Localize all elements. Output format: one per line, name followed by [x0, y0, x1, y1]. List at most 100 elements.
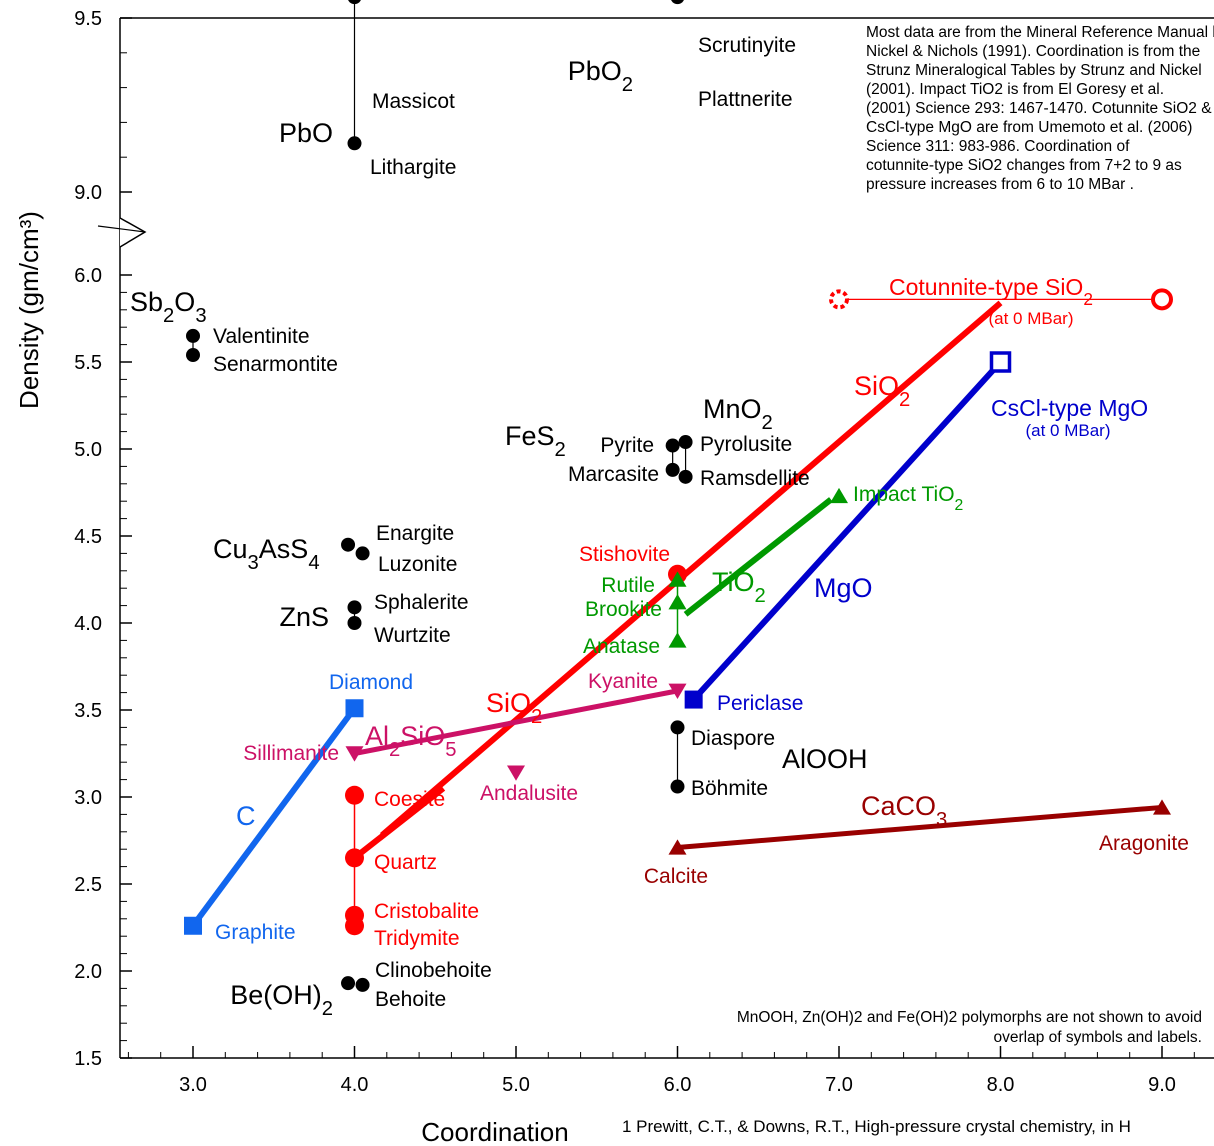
label-aragonite: Aragonite	[1099, 832, 1189, 855]
x-tick-label: 7.0	[825, 1074, 853, 1096]
x-tick-label: 5.0	[502, 1074, 530, 1096]
trend-line-al2sio5	[354, 688, 678, 756]
point-ramsdellite	[678, 469, 693, 484]
label-luzonite: Luzonite	[378, 553, 457, 576]
label-cotunnite-sub: (at 0 MBar)	[988, 309, 1073, 328]
label-scrutinyite: Scrutinyite	[698, 34, 796, 57]
label-senarmontite: Senarmontite	[213, 353, 338, 376]
x-tick-label: 4.0	[341, 1074, 369, 1096]
footnote: 1 Prewitt, C.T., & Downs, R.T., High-pre…	[622, 1117, 1131, 1136]
point-brookite	[668, 594, 687, 610]
label-andalusite: Andalusite	[480, 782, 578, 805]
label-mgo: MgO	[814, 573, 873, 603]
label-clinobehoite: Clinobehoite	[375, 959, 492, 982]
label-c: C	[236, 801, 256, 831]
point-b-hmite	[670, 779, 685, 794]
trend-lines	[190, 0, 1163, 928]
label-sio2-upper: SiO2	[854, 371, 910, 411]
y-tick-label: 5.0	[74, 439, 102, 461]
point-diamond	[345, 699, 364, 718]
point-quartz	[345, 848, 364, 868]
y-axis-label: Density (gm/cm³)	[14, 211, 44, 409]
point-coesite	[345, 785, 364, 805]
trend-line-tio2	[683, 497, 833, 617]
point-cotunnite-type-sio2	[1151, 288, 1173, 311]
point-behoite	[355, 977, 370, 992]
axis-break-gap	[110, 221, 119, 243]
point-calcite	[668, 839, 687, 855]
label-massicot: Massicot	[372, 90, 455, 113]
note-top: Most data are from the Mineral Reference…	[866, 24, 1214, 193]
label-mno2: MnO2	[703, 394, 773, 434]
point-cscl-type-mgo	[989, 351, 1012, 373]
x-tick-label: 3.0	[179, 1074, 207, 1096]
trend-line-caco3	[677, 804, 1163, 850]
x-axis-label: Coordination	[421, 1117, 568, 1146]
point-marcasite	[665, 462, 680, 477]
y-tick-label: 2.0	[74, 961, 102, 983]
trend-line-mgo	[691, 359, 1003, 702]
y-tick-label: 9.0	[74, 182, 102, 204]
y-tick-label: 1.5	[74, 1048, 102, 1070]
label-cotunnite-type-sio2: Cotunnite-type SiO2	[889, 274, 1093, 309]
label-enargite: Enargite	[376, 522, 454, 545]
axis-break-slash	[97, 225, 146, 233]
label-behoite: Behoite	[375, 988, 446, 1011]
data-marks	[184, 0, 1173, 992]
label-pyrolusite: Pyrolusite	[700, 433, 792, 456]
point-massicot	[348, 0, 361, 5]
label-periclase: Periclase	[717, 692, 803, 715]
point-kyanite	[668, 683, 687, 699]
label-cristobalite: Cristobalite	[374, 900, 479, 923]
label-wurtzite: Wurtzite	[374, 624, 451, 647]
point-pyrolusite	[678, 435, 693, 450]
point-periclase	[684, 690, 703, 709]
label-al2sio5: Al2SiO5	[365, 721, 457, 761]
label-pbo2: PbO2	[568, 56, 633, 96]
point-lithargite	[347, 136, 362, 151]
label-sphalerite: Sphalerite	[374, 591, 469, 614]
chart-labels: PbO2 Scrutinyite Plattnerite PbO Massicot Lit…	[130, 24, 1214, 1136]
label-coesite: Coesite	[374, 788, 445, 811]
label-sb2o3: Sb2O3	[130, 287, 207, 327]
label-tio2: TiO2	[712, 567, 766, 607]
x-tick-label: 8.0	[987, 1074, 1015, 1096]
label-cscl-type-mgo: CsCl-type MgO	[991, 395, 1148, 421]
label-alooh: AlOOH	[782, 744, 868, 774]
label-lithargite: Lithargite	[370, 156, 456, 179]
label-valentinite: Valentinite	[213, 325, 310, 348]
point-rutile	[668, 571, 687, 587]
axes: 1.52.02.53.03.54.04.55.05.56.09.09.510.0…	[14, 8, 1214, 1146]
label-sillimanite: Sillimanite	[243, 742, 339, 765]
point-plattnerite	[671, 0, 684, 5]
point-tridymite	[345, 916, 364, 936]
label-marcasite: Marcasite	[568, 463, 659, 486]
y-tick-label: 4.0	[74, 613, 102, 635]
x-tick-label: 6.0	[664, 1074, 692, 1096]
point-diaspore	[670, 720, 685, 735]
point-graphite	[184, 916, 202, 935]
label-sio2: SiO2	[486, 688, 542, 728]
point-andalusite	[507, 765, 525, 781]
y-tick-label: 6.0	[74, 265, 102, 287]
point-senarmontite	[186, 348, 200, 363]
label-be-oh-2: Be(OH)2	[230, 980, 333, 1020]
y-tick-label: 2.5	[74, 874, 102, 896]
point-enargite	[341, 537, 356, 552]
label-brookite: Brookite	[585, 598, 662, 621]
axis-break-mark	[119, 217, 147, 248]
label-anatase: Anatase	[583, 635, 660, 658]
point-anatase	[668, 632, 687, 648]
label-tridymite: Tridymite	[374, 927, 460, 950]
label-plattnerite: Plattnerite	[698, 88, 793, 111]
label-pbo: PbO	[279, 118, 333, 148]
label-kyanite: Kyanite	[588, 670, 658, 693]
label-diamond: Diamond	[329, 671, 413, 694]
label-quartz: Quartz	[374, 851, 437, 874]
y-tick-label: 4.5	[74, 526, 102, 548]
point-pyrite	[665, 438, 680, 453]
y-tick-label: 3.5	[74, 700, 102, 722]
point-luzonite	[355, 546, 370, 561]
x-tick-label: 9.0	[1148, 1074, 1176, 1096]
